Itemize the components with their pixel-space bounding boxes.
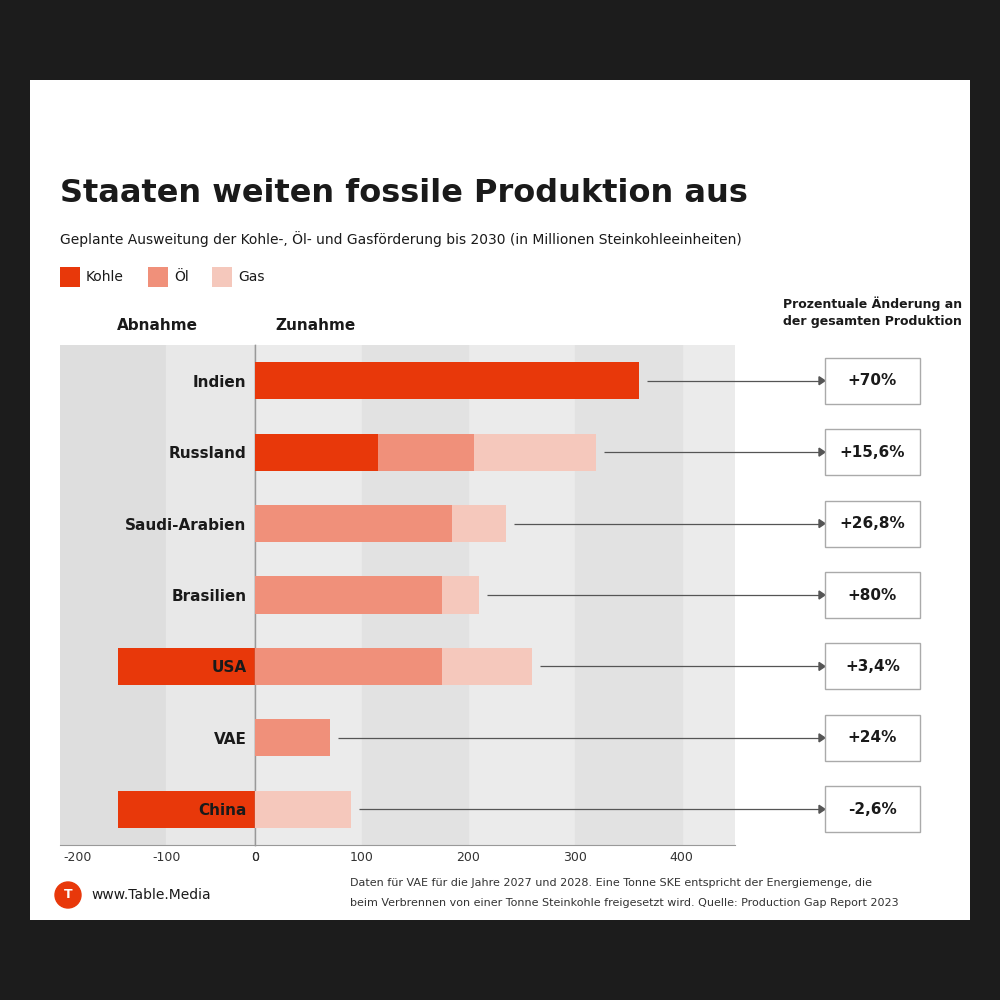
Bar [468, 345, 575, 845]
Text: +15,6%: +15,6% [840, 445, 905, 460]
Text: T: T [64, 888, 72, 902]
Bar [255, 362, 639, 399]
Bar [442, 648, 532, 685]
Bar [255, 345, 362, 845]
Text: Prozentuale Änderung an
der gesamten Produktion: Prozentuale Änderung an der gesamten Pro… [783, 296, 962, 328]
Bar [255, 505, 452, 542]
Bar [442, 576, 479, 614]
Bar [452, 505, 506, 542]
Bar [60, 345, 166, 845]
Text: +80%: +80% [848, 587, 897, 602]
Bar [255, 648, 442, 685]
Text: Daten für VAE für die Jahre 2027 und 2028. Eine Tonne SKE entspricht der Energie: Daten für VAE für die Jahre 2027 und 202… [350, 878, 872, 888]
Text: Staaten weiten fossile Produktion aus: Staaten weiten fossile Produktion aus [60, 178, 748, 209]
Text: Zunahme: Zunahme [275, 318, 355, 333]
Text: +70%: +70% [848, 373, 897, 388]
Bar [682, 345, 735, 845]
Bar [378, 434, 474, 471]
Text: +3,4%: +3,4% [845, 659, 900, 674]
Text: beim Verbrennen von einer Tonne Steinkohle freigesetzt wird. Quelle: Production : beim Verbrennen von einer Tonne Steinkoh… [350, 898, 899, 908]
Bar [166, 345, 255, 845]
Text: +24%: +24% [848, 730, 897, 745]
Bar [255, 434, 378, 471]
Bar [575, 345, 682, 845]
Text: +26,8%: +26,8% [840, 516, 905, 531]
Bar [255, 719, 330, 756]
Text: www.Table.Media: www.Table.Media [91, 888, 211, 902]
Bar [255, 576, 442, 614]
Text: Öl: Öl [174, 270, 189, 284]
Text: Kohle: Kohle [86, 270, 124, 284]
Bar [255, 791, 351, 828]
Bar [118, 791, 255, 828]
Text: -2,6%: -2,6% [848, 802, 897, 817]
Bar [474, 434, 596, 471]
Bar [118, 648, 255, 685]
Text: Geplante Ausweitung der Kohle-, Öl- und Gasförderung bis 2030 (in Millionen Stei: Geplante Ausweitung der Kohle-, Öl- und … [60, 231, 742, 247]
Text: Gas: Gas [238, 270, 264, 284]
Text: Abnahme: Abnahme [117, 318, 198, 333]
Bar [362, 345, 468, 845]
